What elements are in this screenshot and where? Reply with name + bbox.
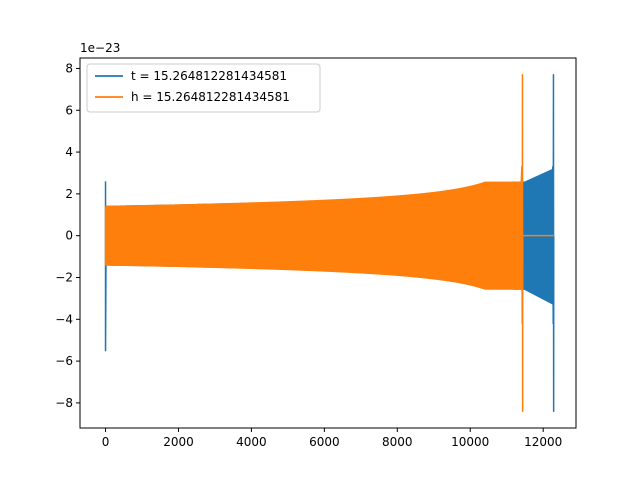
y-tick-label: −2 xyxy=(55,270,73,284)
x-tick-label: 0 xyxy=(102,435,110,449)
y-axis: −8 −6 −4 −2 0 2 4 6 8 xyxy=(55,61,80,410)
y-tick-label: 8 xyxy=(65,61,73,75)
y-scale-label: 1e−23 xyxy=(80,41,120,55)
x-tick-label: 10000 xyxy=(451,435,489,449)
plot-frame xyxy=(79,57,577,429)
series-layer xyxy=(104,73,555,413)
x-tick-label: 12000 xyxy=(524,435,562,449)
y-tick-label: 4 xyxy=(65,145,73,159)
legend-box xyxy=(86,63,321,113)
x-tick-label: 2000 xyxy=(163,435,194,449)
legend-label-1: h = 15.264812281434581 xyxy=(131,90,290,104)
series-envelope-0 xyxy=(522,168,553,305)
legend-label-0: t = 15.264812281434581 xyxy=(131,69,287,83)
x-axis: 0 2000 4000 6000 8000 10000 12000 xyxy=(102,428,562,449)
y-tick-label: 6 xyxy=(65,103,73,117)
x-tick-label: 4000 xyxy=(236,435,267,449)
y-tick-label: 2 xyxy=(65,187,73,201)
x-tick-label: 6000 xyxy=(309,435,340,449)
y-tick-label: −8 xyxy=(55,396,73,410)
series-envelope-1 xyxy=(105,182,522,289)
y-tick-label: −6 xyxy=(55,354,73,368)
legend: t = 15.264812281434581 h = 15.26481228143… xyxy=(86,63,321,113)
y-tick-label: 0 xyxy=(65,229,73,243)
x-tick-label: 8000 xyxy=(382,435,413,449)
y-tick-label: −4 xyxy=(55,312,73,326)
